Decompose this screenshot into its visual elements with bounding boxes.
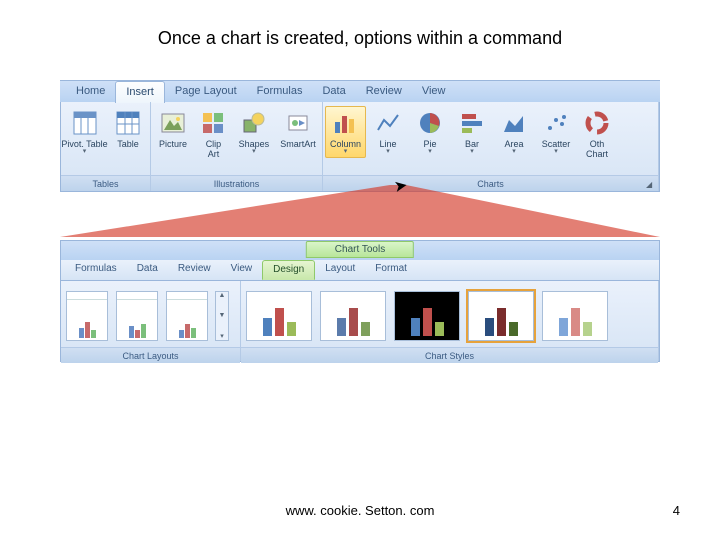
spotlight-shape (60, 185, 660, 240)
chart-styles-body (241, 281, 658, 347)
tab-data[interactable]: Data (127, 260, 168, 280)
group-illustrations: Picture ClipArt Shapes ▾ SmartArt Illust… (151, 102, 323, 191)
chart-layout-thumb[interactable] (116, 291, 158, 341)
context-strip: Chart Tools (60, 240, 660, 260)
area-chart-button[interactable]: Area▾ (494, 106, 534, 158)
chart-layouts-body: ▲▼▾ (61, 281, 240, 347)
clipart-label: ClipArt (206, 139, 222, 159)
other-chart-icon (583, 109, 611, 137)
smartart-button[interactable]: SmartArt (276, 106, 320, 152)
smartart-icon (284, 109, 312, 137)
other-label: OthChart (586, 139, 608, 159)
bar-chart-icon (458, 109, 486, 137)
tab-view[interactable]: View (412, 81, 456, 103)
column-chart-button[interactable]: Column ▾ (325, 106, 366, 158)
dropdown-icon: ▾ (83, 149, 87, 155)
group-charts: Column ▾ Line▾ Pie▾ Bar▾ Area▾ (323, 102, 659, 191)
pie-chart-button[interactable]: Pie▾ (410, 106, 450, 158)
other-chart-button[interactable]: OthChart (578, 106, 616, 162)
pivot-table-icon (71, 109, 99, 137)
shapes-icon (240, 109, 268, 137)
tab-insert[interactable]: Insert (115, 81, 165, 103)
line-chart-button[interactable]: Line▾ (368, 106, 408, 158)
picture-button[interactable]: Picture (153, 106, 193, 152)
chart-styles-label: Chart Styles (241, 347, 658, 363)
tab-page-layout[interactable]: Page Layout (165, 81, 247, 103)
chart-style-thumb[interactable] (246, 291, 312, 341)
area-chart-icon (500, 109, 528, 137)
scatter-chart-button[interactable]: Scatter▾ (536, 106, 576, 158)
column-chart-icon (332, 109, 360, 137)
footer-url: www. cookie. Setton. com (0, 503, 720, 518)
smartart-label: SmartArt (280, 139, 316, 149)
ribbon-tabs: HomeInsertPage LayoutFormulasDataReviewV… (60, 80, 660, 102)
tab-data[interactable]: Data (312, 81, 355, 103)
tab-home[interactable]: Home (66, 81, 115, 103)
tab-review[interactable]: Review (356, 81, 412, 103)
dropdown-icon: ▾ (252, 149, 256, 155)
table-button[interactable]: Table (108, 106, 148, 152)
picture-label: Picture (159, 139, 187, 149)
tab-review[interactable]: Review (168, 260, 221, 280)
clipart-button[interactable]: ClipArt (195, 106, 232, 162)
chart-style-thumb[interactable] (468, 291, 534, 341)
group-tables: Pivot. Table ▾ Table Tables (61, 102, 151, 191)
line-chart-icon (374, 109, 402, 137)
picture-icon (159, 109, 187, 137)
charts-body: Column ▾ Line▾ Pie▾ Bar▾ Area▾ (323, 102, 658, 175)
page-number: 4 (673, 503, 680, 518)
ctx-tab-layout[interactable]: Layout (315, 260, 365, 280)
ctx-tab-design[interactable]: Design (262, 260, 315, 280)
table-label: Table (117, 139, 139, 149)
chart-style-thumb[interactable] (542, 291, 608, 341)
chart-layout-thumb[interactable] (166, 291, 208, 341)
scatter-chart-icon (542, 109, 570, 137)
chart-layouts-label: Chart Layouts (61, 347, 240, 363)
clipart-icon (199, 109, 227, 137)
ctx-tab-format[interactable]: Format (365, 260, 417, 280)
ribbon-insert: HomeInsertPage LayoutFormulasDataReviewV… (60, 80, 660, 192)
shapes-button[interactable]: Shapes ▾ (234, 106, 274, 158)
context-label: Chart Tools (306, 241, 414, 258)
bar-chart-button[interactable]: Bar▾ (452, 106, 492, 158)
table-icon (114, 109, 142, 137)
tab-formulas[interactable]: Formulas (65, 260, 127, 280)
ribbon-groups: Pivot. Table ▾ Table Tables Picture (60, 102, 660, 192)
group-chart-layouts: ▲▼▾ Chart Layouts (61, 281, 241, 361)
ribbon-chart-tools: Chart Tools FormulasDataReviewViewDesign… (60, 240, 660, 362)
slide-title: Once a chart is created, options within … (0, 28, 720, 49)
chart-style-thumb[interactable] (320, 291, 386, 341)
chart-layout-thumb[interactable] (66, 291, 108, 341)
chart-style-thumb[interactable] (394, 291, 460, 341)
pie-chart-icon (416, 109, 444, 137)
dropdown-icon: ▾ (344, 149, 348, 155)
ribbon2-groups: ▲▼▾ Chart Layouts Chart Styles (60, 280, 660, 362)
tab-view[interactable]: View (221, 260, 263, 280)
ribbon2-tabs: FormulasDataReviewViewDesignLayoutFormat (60, 260, 660, 280)
group-chart-styles: Chart Styles (241, 281, 659, 361)
tab-formulas[interactable]: Formulas (247, 81, 313, 103)
layouts-scroll[interactable]: ▲▼▾ (215, 291, 229, 341)
pivot-table-button[interactable]: Pivot. Table ▾ (63, 106, 106, 158)
